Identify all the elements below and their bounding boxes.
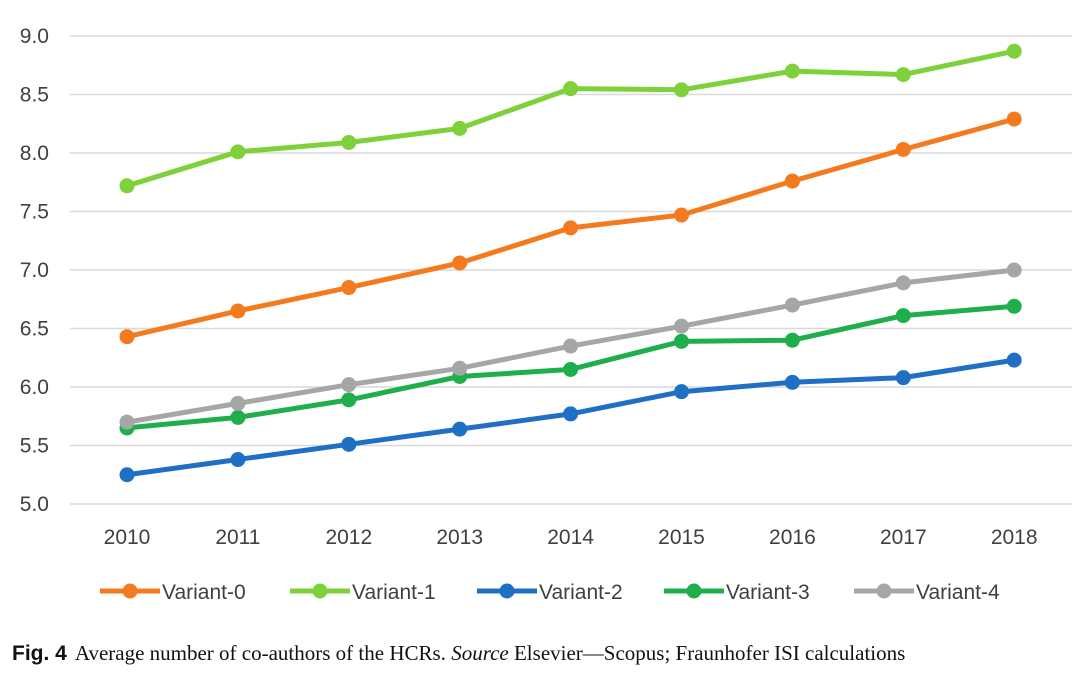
data-point: [1006, 262, 1022, 278]
data-point: [895, 67, 911, 83]
x-tick-label: 2014: [547, 526, 594, 549]
figure-label: Fig. 4: [12, 642, 67, 665]
data-point: [341, 377, 357, 393]
data-point: [563, 338, 579, 354]
data-point: [674, 207, 689, 223]
y-tick-label: 7.0: [20, 259, 49, 282]
series-variant-4: [119, 262, 1022, 430]
data-point: [341, 134, 357, 150]
legend-item: Variant-3: [664, 581, 810, 604]
series-variant-3: [119, 298, 1022, 436]
data-point: [1006, 352, 1022, 368]
data-point: [563, 361, 579, 377]
series-variant-0: [119, 111, 1022, 345]
data-point: [674, 333, 689, 349]
data-point: [674, 318, 689, 334]
x-tick-label: 2018: [991, 526, 1038, 549]
x-tick-label: 2016: [769, 526, 816, 549]
data-point: [563, 81, 579, 97]
data-point: [674, 384, 689, 400]
y-tick-label: 7.5: [20, 201, 49, 224]
y-axis-tick-labels: 5.0 5.5 6.0 6.5 7.0 7.5 8.0 8.5 9.0: [20, 25, 49, 516]
y-tick-label: 5.5: [20, 435, 49, 458]
y-tick-label: 6.5: [20, 318, 49, 341]
series-variant-2: [119, 352, 1022, 483]
legend-swatch-marker: [312, 583, 328, 599]
data-point: [119, 414, 135, 430]
data-point: [784, 297, 800, 313]
legend-label: Variant-2: [539, 581, 623, 604]
data-point: [341, 392, 357, 408]
data-point: [452, 120, 468, 136]
data-point: [452, 360, 468, 376]
data-point: [895, 308, 911, 324]
caption-source-text: Elsevier—Scopus; Fraunhofer ISI calculat…: [508, 641, 906, 665]
x-tick-label: 2017: [880, 526, 927, 549]
legend-item: Variant-0: [100, 581, 246, 604]
y-tick-label: 9.0: [20, 25, 49, 48]
data-point: [230, 144, 246, 160]
caption-source-label: Source: [451, 641, 509, 665]
data-point: [119, 467, 135, 483]
legend-swatch-marker: [122, 583, 138, 599]
data-point: [1006, 111, 1022, 127]
legend-label: Variant-0: [162, 581, 246, 604]
legend-swatch-marker: [499, 583, 515, 599]
series-lines: [119, 43, 1022, 483]
data-point: [563, 406, 579, 422]
data-point: [230, 303, 246, 319]
data-point: [895, 141, 911, 157]
caption-text: Average number of co-authors of the HCRs…: [74, 641, 452, 665]
data-point: [341, 436, 357, 452]
data-point: [563, 220, 579, 236]
data-point: [1006, 43, 1022, 59]
data-point: [119, 178, 135, 194]
data-point: [784, 332, 800, 348]
y-tick-label: 8.0: [20, 142, 49, 165]
legend-item: Variant-2: [477, 581, 623, 604]
data-point: [784, 63, 800, 79]
legend: Variant-0 Variant-1 Variant-2 Variant-3 Vari…: [100, 581, 1000, 604]
data-point: [119, 329, 135, 345]
data-point: [230, 409, 246, 425]
data-point: [784, 374, 800, 390]
data-point: [452, 421, 468, 437]
y-tick-label: 5.0: [20, 493, 49, 516]
data-point: [674, 82, 689, 98]
legend-label: Variant-1: [352, 581, 436, 604]
x-axis-tick-labels: 2010 2011 2012 2013 2014 2015 2016 2017 2018: [104, 526, 1038, 549]
data-point: [784, 173, 800, 189]
figure-caption: Fig. 4 Average number of co-authors of th…: [12, 641, 1072, 666]
series-line: [124, 48, 1017, 189]
data-point: [1006, 298, 1022, 314]
x-tick-label: 2011: [215, 526, 260, 549]
y-tick-label: 6.0: [20, 376, 49, 399]
x-tick-label: 2012: [325, 526, 372, 549]
data-point: [230, 452, 246, 468]
x-tick-label: 2015: [658, 526, 705, 549]
legend-swatch-marker: [686, 583, 702, 599]
legend-label: Variant-3: [726, 581, 810, 604]
line-chart: 5.0 5.5 6.0 6.5 7.0 7.5 8.0 8.5 9.0 2010 2011 2012…: [20, 25, 1072, 604]
data-point: [452, 255, 468, 271]
y-tick-label: 8.5: [20, 84, 49, 107]
gridlines: [70, 35, 1072, 505]
legend-item: Variant-4: [854, 581, 1000, 604]
data-point: [895, 275, 911, 291]
legend-item: Variant-1: [290, 581, 436, 604]
x-tick-label: 2013: [436, 526, 483, 549]
legend-swatch-marker: [876, 583, 892, 599]
data-point: [230, 395, 246, 411]
legend-label: Variant-4: [916, 581, 1000, 604]
series-variant-1: [119, 43, 1022, 194]
x-tick-label: 2010: [104, 526, 151, 549]
data-point: [341, 280, 357, 296]
data-point: [895, 370, 911, 386]
